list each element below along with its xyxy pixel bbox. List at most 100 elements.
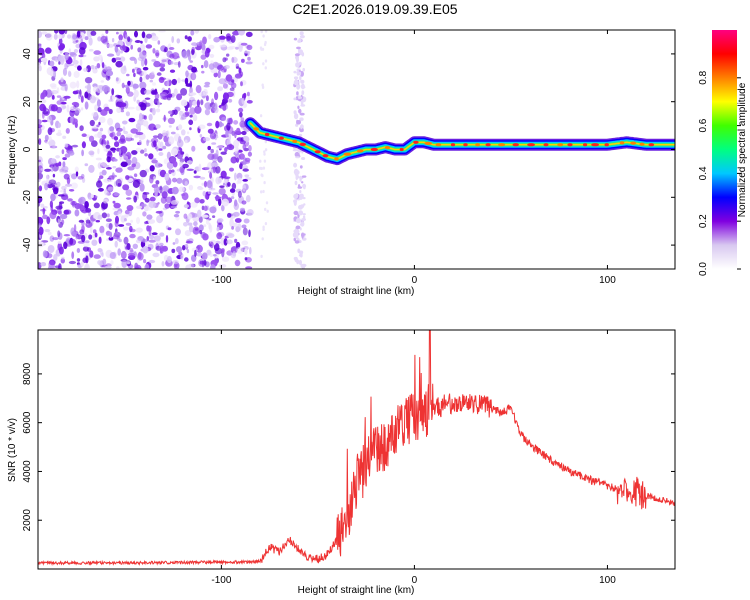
noise-speckle [293,70,297,74]
noise-speckle [299,175,302,182]
noise-speckle [101,69,107,78]
noise-speckle [263,159,267,163]
noise-speckle [151,71,155,75]
noise-speckle [72,59,79,65]
noise-speckle [298,210,304,216]
noise-speckle [162,185,169,192]
noise-speckle [90,225,93,234]
noise-speckle [117,95,123,99]
noise-speckle [226,144,235,151]
noise-speckle [173,88,178,96]
noise-speckle [295,230,300,234]
noise-speckle [88,135,95,142]
noise-speckle [38,172,43,180]
noise-speckle [177,61,181,68]
noise-speckle [38,126,42,136]
noise-speckle [133,72,136,78]
noise-speckle [264,222,268,226]
noise-speckle [220,151,227,155]
noise-speckle [184,230,191,237]
noise-speckle [88,234,93,240]
noise-speckle [167,117,175,125]
noise-speckle [264,59,268,63]
ridge-hotspot [384,146,391,150]
noise-speckle [108,108,113,115]
noise-speckle [175,228,181,236]
noise-speckle [295,62,300,68]
noise-speckle [187,36,192,42]
noise-speckle [122,184,130,191]
noise-speckle [148,113,153,121]
noise-speckle [236,246,244,254]
noise-speckle [49,266,53,269]
noise-speckle [229,117,233,123]
noise-speckle [247,151,252,157]
noise-speckle [153,60,161,68]
noise-speckle [90,65,95,70]
ridge-hotspot [264,132,270,137]
y-tick-label: -20 [22,190,33,205]
noise-speckle [173,109,178,115]
noise-speckle [154,162,162,168]
noise-speckle [160,57,168,65]
spectrogram-panel: -100 0 100 -40 -20 0 20 40 Height of straight l… [7,29,676,297]
noise-speckle [186,249,190,254]
noise-speckle [131,163,136,168]
noise-speckle [110,260,114,265]
noise-speckle [164,203,170,209]
noise-speckle [38,43,42,46]
noise-speckle [70,200,77,206]
noise-speckle [98,236,102,244]
noise-speckle [203,205,208,212]
noise-speckle [261,237,264,241]
noise-speckle [81,141,86,149]
noise-speckle [49,60,55,67]
noise-speckle [144,153,148,157]
noise-speckle [84,263,90,269]
noise-speckle [170,200,178,205]
noise-speckle [50,104,58,112]
noise-speckle [151,141,156,148]
noise-speckle [296,70,300,76]
noise-speckle [199,176,206,180]
noise-speckle [122,126,126,133]
noise-speckle [148,200,156,209]
noise-speckle [115,178,122,187]
noise-speckle [112,200,116,204]
noise-speckle [146,235,150,242]
noise-speckle [146,33,152,39]
noise-speckle [264,66,267,70]
noise-speckle [186,160,193,165]
ridge-hotspot [435,143,442,147]
noise-speckle [108,175,115,180]
noise-speckle [142,120,149,127]
noise-speckle [239,120,246,128]
noise-speckle [101,169,107,176]
noise-speckle [293,237,297,242]
noise-speckle [141,238,148,243]
noise-speckle [136,217,140,224]
noise-speckle [293,76,299,80]
spectrogram-ridge [244,117,675,166]
snr-xlabel: Height of straight line (km) [298,585,415,596]
noise-speckle [194,197,200,204]
noise-speckle [74,209,80,217]
colorbar-tick-label: 0.2 [698,214,709,228]
noise-speckle [236,172,243,180]
noise-speckle [301,128,304,132]
noise-speckle [129,225,133,233]
noise-speckle [69,172,72,176]
noise-speckle [52,237,59,241]
noise-speckle [298,204,303,210]
noise-speckle [80,261,84,267]
noise-speckle [38,65,42,72]
noise-speckle [209,206,217,214]
noise-speckle [98,116,106,124]
noise-speckle [299,112,305,116]
noise-speckle [129,233,136,239]
noise-speckle [76,258,81,262]
noise-speckle [223,176,231,179]
noise-speckle [70,108,76,112]
noise-speckle [120,215,126,223]
noise-speckle [296,91,299,96]
